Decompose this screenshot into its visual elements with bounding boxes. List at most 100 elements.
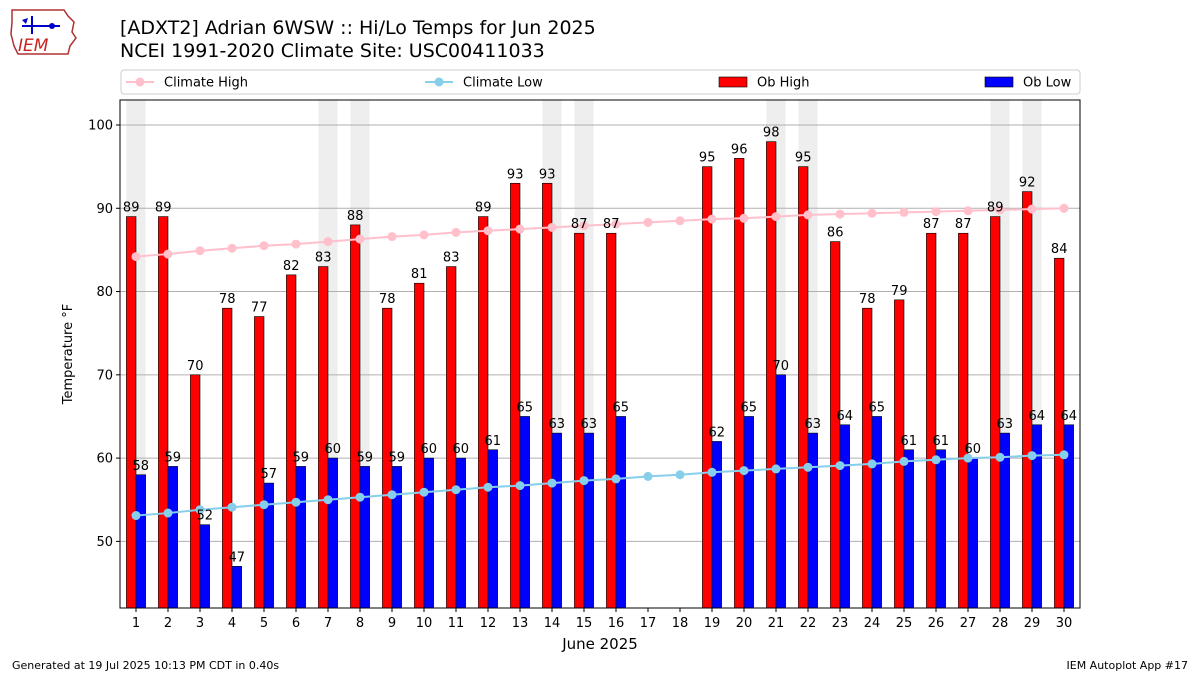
legend-climate-low-marker <box>434 77 444 87</box>
x-tick-label: 12 <box>480 616 497 631</box>
x-axis-label: June 2025 <box>561 635 638 653</box>
x-tick-label: 24 <box>864 616 881 631</box>
climate-low-point <box>675 470 685 480</box>
ob-high-bar <box>734 157 745 609</box>
ob-high-label: 98 <box>763 126 780 141</box>
x-tick-label: 14 <box>544 616 561 631</box>
ob-high-label: 95 <box>795 151 812 166</box>
ob-high-label: 87 <box>571 217 588 232</box>
y-tick-label: 60 <box>96 452 113 467</box>
ob-low-label: 65 <box>869 400 886 415</box>
climate-high-point <box>515 224 525 234</box>
climate-low-point <box>611 474 621 484</box>
ob-low-label: 59 <box>293 450 310 465</box>
ob-high-label: 84 <box>1051 242 1068 257</box>
ob-low-label: 65 <box>517 400 534 415</box>
legend-ob-high-label: Ob High <box>757 76 810 91</box>
ob-low-label: 58 <box>133 459 150 474</box>
climate-high-point <box>643 217 653 227</box>
ob-high-bar <box>126 216 137 609</box>
ob-low-label: 70 <box>773 359 790 374</box>
climate-low-point <box>451 485 461 495</box>
climate-high-point <box>323 237 333 247</box>
ob-low-bar <box>487 449 498 609</box>
climate-low-point <box>867 459 877 469</box>
ob-high-bar <box>766 141 777 609</box>
climate-low-point <box>643 471 653 481</box>
ob-low-label: 64 <box>837 409 854 424</box>
ob-low-label: 64 <box>1061 409 1078 424</box>
climate-high-point <box>611 219 621 229</box>
ob-low-bar <box>199 524 210 609</box>
ob-high-bar <box>1022 191 1033 609</box>
logo-text: IEM <box>18 36 49 56</box>
ob-low-label: 60 <box>325 442 342 457</box>
climate-high-point <box>739 213 749 223</box>
x-tick-label: 15 <box>576 616 593 631</box>
x-tick-label: 30 <box>1056 616 1073 631</box>
ob-low-label: 59 <box>389 450 406 465</box>
climate-low-point <box>707 467 717 477</box>
ob-high-bar <box>318 266 329 609</box>
climate-high-point <box>931 207 941 217</box>
weekend-band <box>542 100 562 608</box>
climate-high-point <box>355 234 365 244</box>
climate-low-line <box>135 453 1065 517</box>
ob-high-label: 83 <box>443 251 460 266</box>
climate-low-point <box>579 476 589 486</box>
x-tick-label: 20 <box>736 616 753 631</box>
weekend-band <box>1022 100 1042 608</box>
ob-low-label: 60 <box>965 442 982 457</box>
ob-low-bar <box>327 457 338 609</box>
ob-low-label: 52 <box>197 509 214 524</box>
legend-frame <box>120 69 1081 95</box>
ob-high-label: 78 <box>219 292 236 307</box>
ob-low-bar <box>583 432 594 609</box>
ob-low-bar <box>551 432 562 609</box>
climate-high-point <box>227 243 237 253</box>
x-tick-label: 3 <box>196 616 204 631</box>
climate-low-point <box>355 492 365 502</box>
x-tick-label: 2 <box>164 616 172 631</box>
climate-low-point <box>547 478 557 488</box>
ob-low-label: 63 <box>997 417 1014 432</box>
ob-high-bar <box>254 316 265 609</box>
ob-high-label: 87 <box>955 217 972 232</box>
climate-high-point <box>195 246 205 256</box>
y-tick-label: 90 <box>96 202 113 217</box>
ob-low-bar <box>455 457 466 609</box>
climate-high-point <box>1059 203 1069 213</box>
ob-high-bar <box>990 216 1001 609</box>
ob-low-bar <box>999 432 1010 609</box>
ob-high-label: 89 <box>155 201 172 216</box>
weekend-band <box>126 100 146 608</box>
weekend-band <box>766 100 786 608</box>
iowa-state-outline <box>10 9 77 55</box>
ob-low-bar <box>807 432 818 609</box>
ob-high-label: 95 <box>699 151 716 166</box>
ob-high-label: 89 <box>475 201 492 216</box>
x-axis: 1 2 3 4 5 6 7 8 9 10 11 12 13 14 15 16 17 18 19 20 21 22 23 24 2… <box>132 608 1072 631</box>
ob-low-label: 63 <box>549 417 566 432</box>
generated-note: Generated at 19 Jul 2025 10:13 PM CDT in… <box>12 659 280 672</box>
ob-high-label: 92 <box>1019 176 1036 191</box>
legend: Climate High Climate Low Ob High Ob Low <box>120 69 1081 95</box>
weekend-band <box>574 100 594 608</box>
ob-high-bar <box>286 274 297 609</box>
weekend-band <box>318 100 338 608</box>
climate-high-point <box>675 216 685 226</box>
x-tick-label: 27 <box>960 616 977 631</box>
ob-low-bar <box>775 374 786 609</box>
climate-high-point <box>867 208 877 218</box>
climate-low-point <box>483 482 493 492</box>
ob-low-label: 47 <box>229 550 246 565</box>
ob-high-label: 70 <box>187 359 204 374</box>
climate-high-point <box>963 206 973 216</box>
ob-low-label: 62 <box>709 425 726 440</box>
climate-high-point <box>579 221 589 231</box>
plot-frame <box>119 99 1081 609</box>
x-tick-label: 23 <box>832 616 849 631</box>
ob-high-bar <box>414 282 425 609</box>
ob-low-bar <box>391 466 402 609</box>
